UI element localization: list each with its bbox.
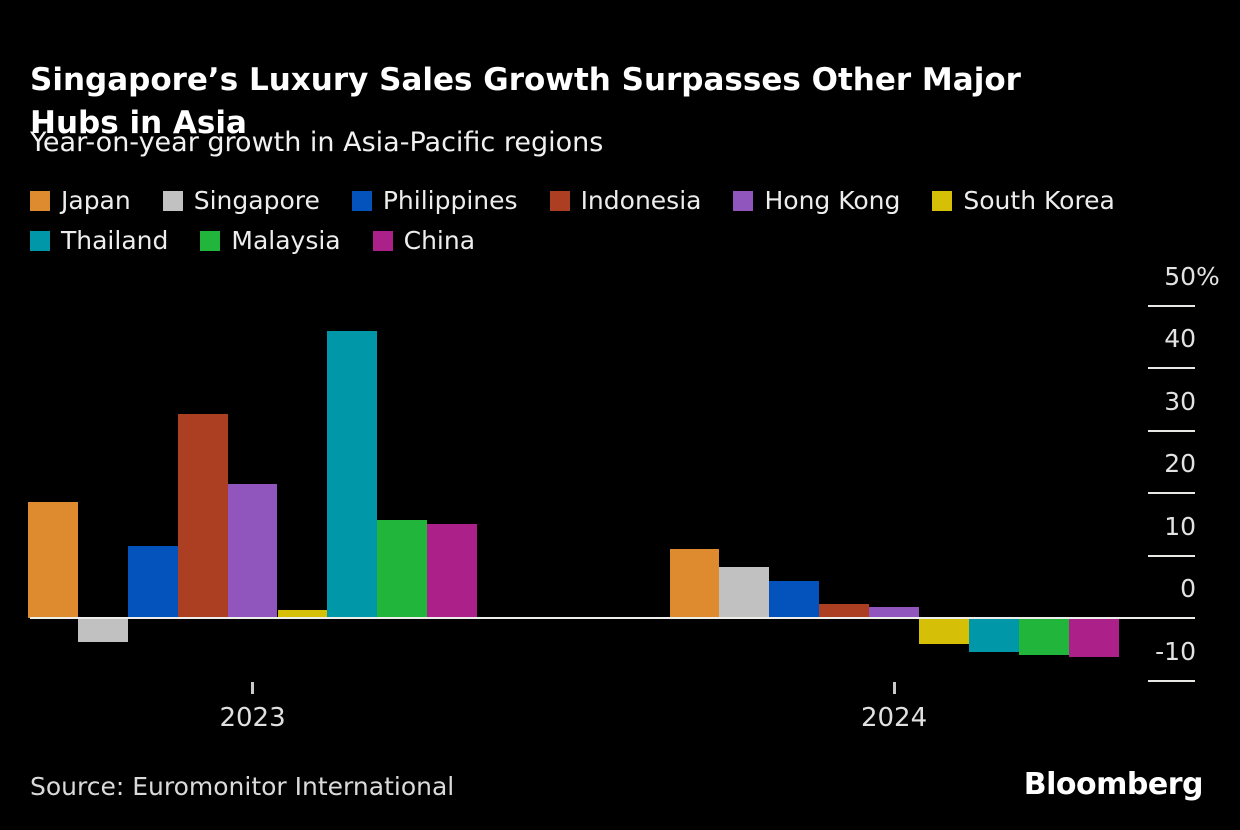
- legend-label: Philippines: [382, 186, 518, 215]
- y-axis-label-50: 50%: [1164, 261, 1220, 291]
- legend-label: Hong Kong: [764, 186, 901, 215]
- bloomberg-logo: Bloomberg: [1023, 767, 1204, 802]
- bar-thailand-2023: [327, 330, 378, 618]
- y-axis-label-10: 10: [1164, 511, 1196, 541]
- bar-hong-kong-2023: [227, 484, 278, 618]
- legend-item-japan: Japan: [30, 186, 131, 215]
- bar-singapore-2023: [77, 618, 128, 642]
- legend-item-malaysia: Malaysia: [200, 226, 341, 255]
- legend: Japan Singapore Philippines Indonesia Hong K…: [30, 186, 1115, 255]
- bar-south-korea-2023: [277, 609, 328, 618]
- y-axis-label--10: -10: [1155, 636, 1196, 666]
- x-axis-tick-2023: [251, 682, 255, 694]
- chart-title: Singapore’s Luxury Sales Growth Surpasse…: [30, 59, 1150, 145]
- bar-hong-kong-2024: [869, 606, 919, 618]
- bar-philippines-2024: [769, 580, 820, 618]
- legend-item-thailand: Thailand: [30, 226, 168, 255]
- legend-swatch-icon: [30, 230, 50, 251]
- legend-swatch-icon: [549, 190, 570, 211]
- legend-item-hong-kong: Hong Kong: [733, 186, 900, 215]
- y-axis-tick-20: [1148, 492, 1195, 494]
- y-axis-label-20: 20: [1164, 449, 1196, 478]
- chart-title-line-2: Hubs in Asia: [30, 104, 247, 141]
- x-axis-label-2023: 2023: [219, 703, 286, 733]
- bar-indonesia-2024: [819, 603, 870, 618]
- y-axis-tick-10: [1148, 554, 1195, 557]
- legend-swatch-icon: [733, 190, 754, 211]
- legend-swatch-icon: [351, 190, 372, 211]
- legend-item-south-korea: South Korea: [932, 186, 1115, 215]
- y-axis-label-30: 30: [1164, 386, 1196, 416]
- legend-label: Indonesia: [580, 186, 702, 215]
- chart-subtitle: Year-on-year growth in Asia-Pacific regi…: [30, 127, 604, 158]
- bar-thailand-2024: [968, 618, 1019, 653]
- y-axis-tick-30: [1148, 429, 1195, 432]
- bar-japan-2024: [669, 548, 720, 618]
- y-axis-tick-50: [1148, 304, 1195, 307]
- chart-title-line-1: Singapore’s Luxury Sales Growth Surpasse…: [30, 61, 1021, 98]
- legend-swatch-icon: [372, 230, 393, 251]
- y-axis-label-40: 40: [1164, 324, 1196, 353]
- bar-japan-2023: [28, 502, 78, 618]
- legend-swatch-icon: [30, 190, 50, 211]
- legend-item-indonesia: Indonesia: [549, 186, 702, 215]
- y-axis-tick-40: [1148, 367, 1195, 369]
- legend-label: Malaysia: [231, 226, 341, 255]
- x-axis-label-2024: 2024: [860, 703, 928, 733]
- bar-china-2023: [427, 524, 478, 618]
- bar-indonesia-2023: [177, 413, 228, 618]
- legend-label: Singapore: [193, 186, 320, 215]
- legend-swatch-icon: [162, 190, 183, 211]
- y-axis-label-0: 0: [1180, 574, 1196, 603]
- bar-malaysia-2023: [377, 519, 428, 618]
- legend-item-singapore: Singapore: [162, 186, 320, 215]
- legend-swatch-icon: [200, 230, 221, 251]
- bar-china-2024: [1068, 618, 1119, 657]
- legend-label: Thailand: [61, 226, 169, 255]
- legend-label: South Korea: [963, 186, 1115, 215]
- source-note: Source: Euromonitor International: [30, 772, 455, 801]
- bar-malaysia-2024: [1018, 618, 1069, 655]
- legend-swatch-icon: [932, 190, 953, 211]
- legend-row: Japan Singapore Philippines Indonesia Hong K…: [30, 186, 1115, 215]
- legend-row: Thailand Malaysia China: [30, 226, 1115, 255]
- legend-item-philippines: Philippines: [351, 186, 518, 215]
- percent-suffix: %: [1196, 261, 1220, 291]
- x-axis-tick-2024: [892, 682, 896, 694]
- legend-label: China: [403, 226, 476, 255]
- bar-philippines-2023: [127, 545, 178, 618]
- x-axis-zero-line: [30, 617, 1195, 619]
- bar-south-korea-2024: [919, 618, 969, 645]
- legend-label: Japan: [61, 186, 131, 215]
- legend-item-china: China: [372, 226, 476, 255]
- bar-singapore-2024: [719, 567, 770, 618]
- y-axis-tick--10: [1148, 679, 1195, 682]
